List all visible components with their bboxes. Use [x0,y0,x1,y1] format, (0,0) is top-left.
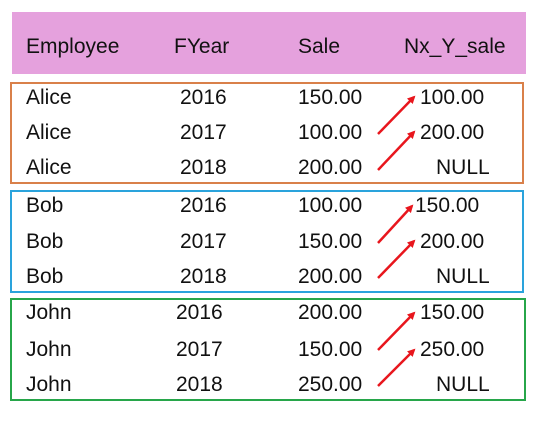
cell-fyear: 2018 [180,156,227,179]
cell-sale: 200.00 [298,265,363,288]
cell-next-sale: 200.00 [420,121,485,144]
cell-sale: 150.00 [298,86,363,109]
header-employee: Employee [26,35,120,58]
cell-fyear: 2017 [180,230,227,253]
cell-fyear: 2018 [180,265,227,288]
cell-next-sale: 150.00 [420,301,485,324]
cell-fyear: 2016 [180,86,227,109]
cell-employee: Alice [26,86,72,109]
cell-employee: Alice [26,121,72,144]
cell-fyear: 2016 [176,301,223,324]
cell-sale: 150.00 [298,338,363,361]
cell-employee: Bob [26,230,64,253]
cell-employee: Alice [26,156,72,179]
cell-sale: 200.00 [298,156,363,179]
cell-sale: 250.00 [298,373,363,396]
table-header [12,12,526,74]
cell-sale: 100.00 [298,121,363,144]
cell-employee: John [26,338,72,361]
cell-fyear: 2018 [176,373,223,396]
cell-next-sale: 150.00 [415,194,480,217]
header-fyear: FYear [174,35,230,58]
cell-sale: 100.00 [298,194,363,217]
cell-employee: Bob [26,265,64,288]
cell-next-sale: NULL [436,373,490,396]
cell-employee: John [26,301,72,324]
cell-employee: John [26,373,72,396]
cell-employee: Bob [26,194,64,217]
group-box-john [10,298,526,401]
cell-fyear: 2017 [180,121,227,144]
cell-next-sale: NULL [436,265,490,288]
cell-next-sale: 100.00 [420,86,485,109]
group-box-alice [10,82,524,184]
cell-next-sale: 200.00 [420,230,485,253]
cell-fyear: 2016 [180,194,227,217]
header-sale: Sale [298,35,341,58]
header-next-year-sale: Nx_Y_sale [404,35,506,58]
group-box-bob [10,190,524,293]
cell-fyear: 2017 [176,338,223,361]
cell-next-sale: NULL [436,156,490,179]
cell-sale: 200.00 [298,301,363,324]
cell-sale: 150.00 [298,230,363,253]
cell-next-sale: 250.00 [420,338,485,361]
